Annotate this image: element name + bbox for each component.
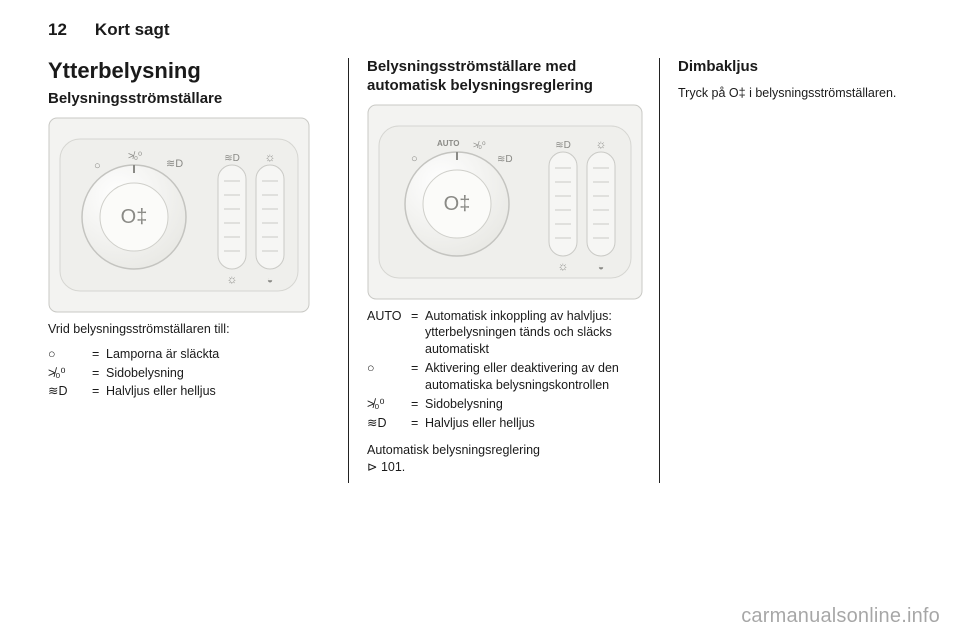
column-3: Dimbakljus Tryck på O‡ i belysningsström… (660, 58, 920, 483)
svg-text:≋D: ≋D (166, 158, 183, 170)
svg-text:≯₀⁰: ≯₀⁰ (128, 150, 142, 162)
subheading-dimbakljus: Dimbakljus (678, 58, 902, 77)
def-symbol: ≯₀⁰ (367, 396, 411, 413)
svg-text:≋D: ≋D (224, 153, 240, 164)
svg-text:O‡: O‡ (121, 206, 148, 228)
def-symbol: ≯₀⁰ (48, 365, 92, 382)
svg-text:≯₀⁰: ≯₀⁰ (473, 140, 486, 150)
def-equals: = (92, 383, 106, 400)
def-symbol: ≋D (48, 383, 92, 400)
def-equals: = (411, 308, 425, 359)
column-1: Ytterbelysning Belysningsströmställare (48, 58, 348, 483)
def-equals: = (411, 396, 425, 413)
page-section-title: Kort sagt (95, 20, 170, 40)
definitions-basic: ○ = Lamporna är släckta ≯₀⁰ = Sidobelysn… (48, 346, 330, 401)
definitions-auto: AUTO = Automatisk inkoppling av halvljus… (367, 308, 641, 432)
svg-text:☼: ☼ (558, 259, 569, 273)
dimbakljus-text: Tryck på O‡ i belysningsströmställaren. (678, 85, 902, 102)
heading-ytterbelysning: Ytterbelysning (48, 58, 330, 84)
def-row: ○ = Aktivering eller deaktivering av den… (367, 360, 641, 394)
footnote-ref: ⊳ 101. (367, 460, 405, 474)
svg-text:☼: ☼ (265, 150, 276, 164)
def-row: ≯₀⁰ = Sidobelysning (367, 396, 641, 413)
def-row: ≯₀⁰ = Sidobelysning (48, 365, 330, 382)
subheading-auto: Belysningsströmställare med automatisk b… (367, 58, 641, 96)
def-text: Lamporna är släckta (106, 346, 330, 363)
def-row: AUTO = Automatisk inkoppling av halvljus… (367, 308, 641, 359)
def-text: Automatisk inkoppling av halvljus: ytter… (425, 308, 641, 359)
light-switch-diagram-basic: O‡ ○ ≯₀⁰ ≋D ≋D ☼ (48, 117, 310, 313)
svg-text:○: ○ (411, 153, 418, 165)
svg-text:◒: ◒ (598, 262, 604, 273)
def-equals: = (92, 346, 106, 363)
page-number: 12 (48, 20, 67, 40)
svg-text:◒: ◒ (267, 275, 273, 286)
def-text: Aktivering eller deaktivering av den aut… (425, 360, 641, 394)
def-text: Halvljus eller helljus (425, 415, 641, 432)
svg-text:AUTO: AUTO (437, 139, 460, 148)
def-symbol: ○ (48, 346, 92, 363)
intro-text: Vrid belysningsströmställaren till: (48, 321, 330, 338)
def-text: Sidobelysning (106, 365, 330, 382)
def-symbol: ○ (367, 360, 411, 394)
def-text: Sidobelysning (425, 396, 641, 413)
footnote-text: Automatisk belysningsreglering (367, 443, 540, 457)
svg-text:≋D: ≋D (497, 154, 513, 165)
svg-text:☼: ☼ (227, 272, 238, 286)
svg-text:○: ○ (94, 160, 101, 172)
page-header: 12 Kort sagt (48, 20, 920, 40)
svg-text:☼: ☼ (596, 137, 607, 151)
def-row: ≋D = Halvljus eller helljus (48, 383, 330, 400)
def-equals: = (411, 360, 425, 394)
def-equals: = (411, 415, 425, 432)
column-2: Belysningsströmställare med automatisk b… (348, 58, 660, 483)
svg-text:O‡: O‡ (444, 193, 471, 215)
svg-text:≋D: ≋D (555, 140, 571, 151)
def-row: ○ = Lamporna är släckta (48, 346, 330, 363)
def-symbol: ≋D (367, 415, 411, 432)
subheading-stromstallare: Belysningsströmställare (48, 90, 330, 109)
def-equals: = (92, 365, 106, 382)
def-row: ≋D = Halvljus eller helljus (367, 415, 641, 432)
def-symbol: AUTO (367, 308, 411, 359)
watermark: carmanualsonline.info (741, 605, 940, 628)
def-text: Halvljus eller helljus (106, 383, 330, 400)
footnote-line: Automatisk belysningsreglering ⊳ 101. (367, 442, 641, 476)
light-switch-diagram-auto: O‡ ○ AUTO ≯₀⁰ ≋D ≋D ☼ (367, 104, 643, 300)
